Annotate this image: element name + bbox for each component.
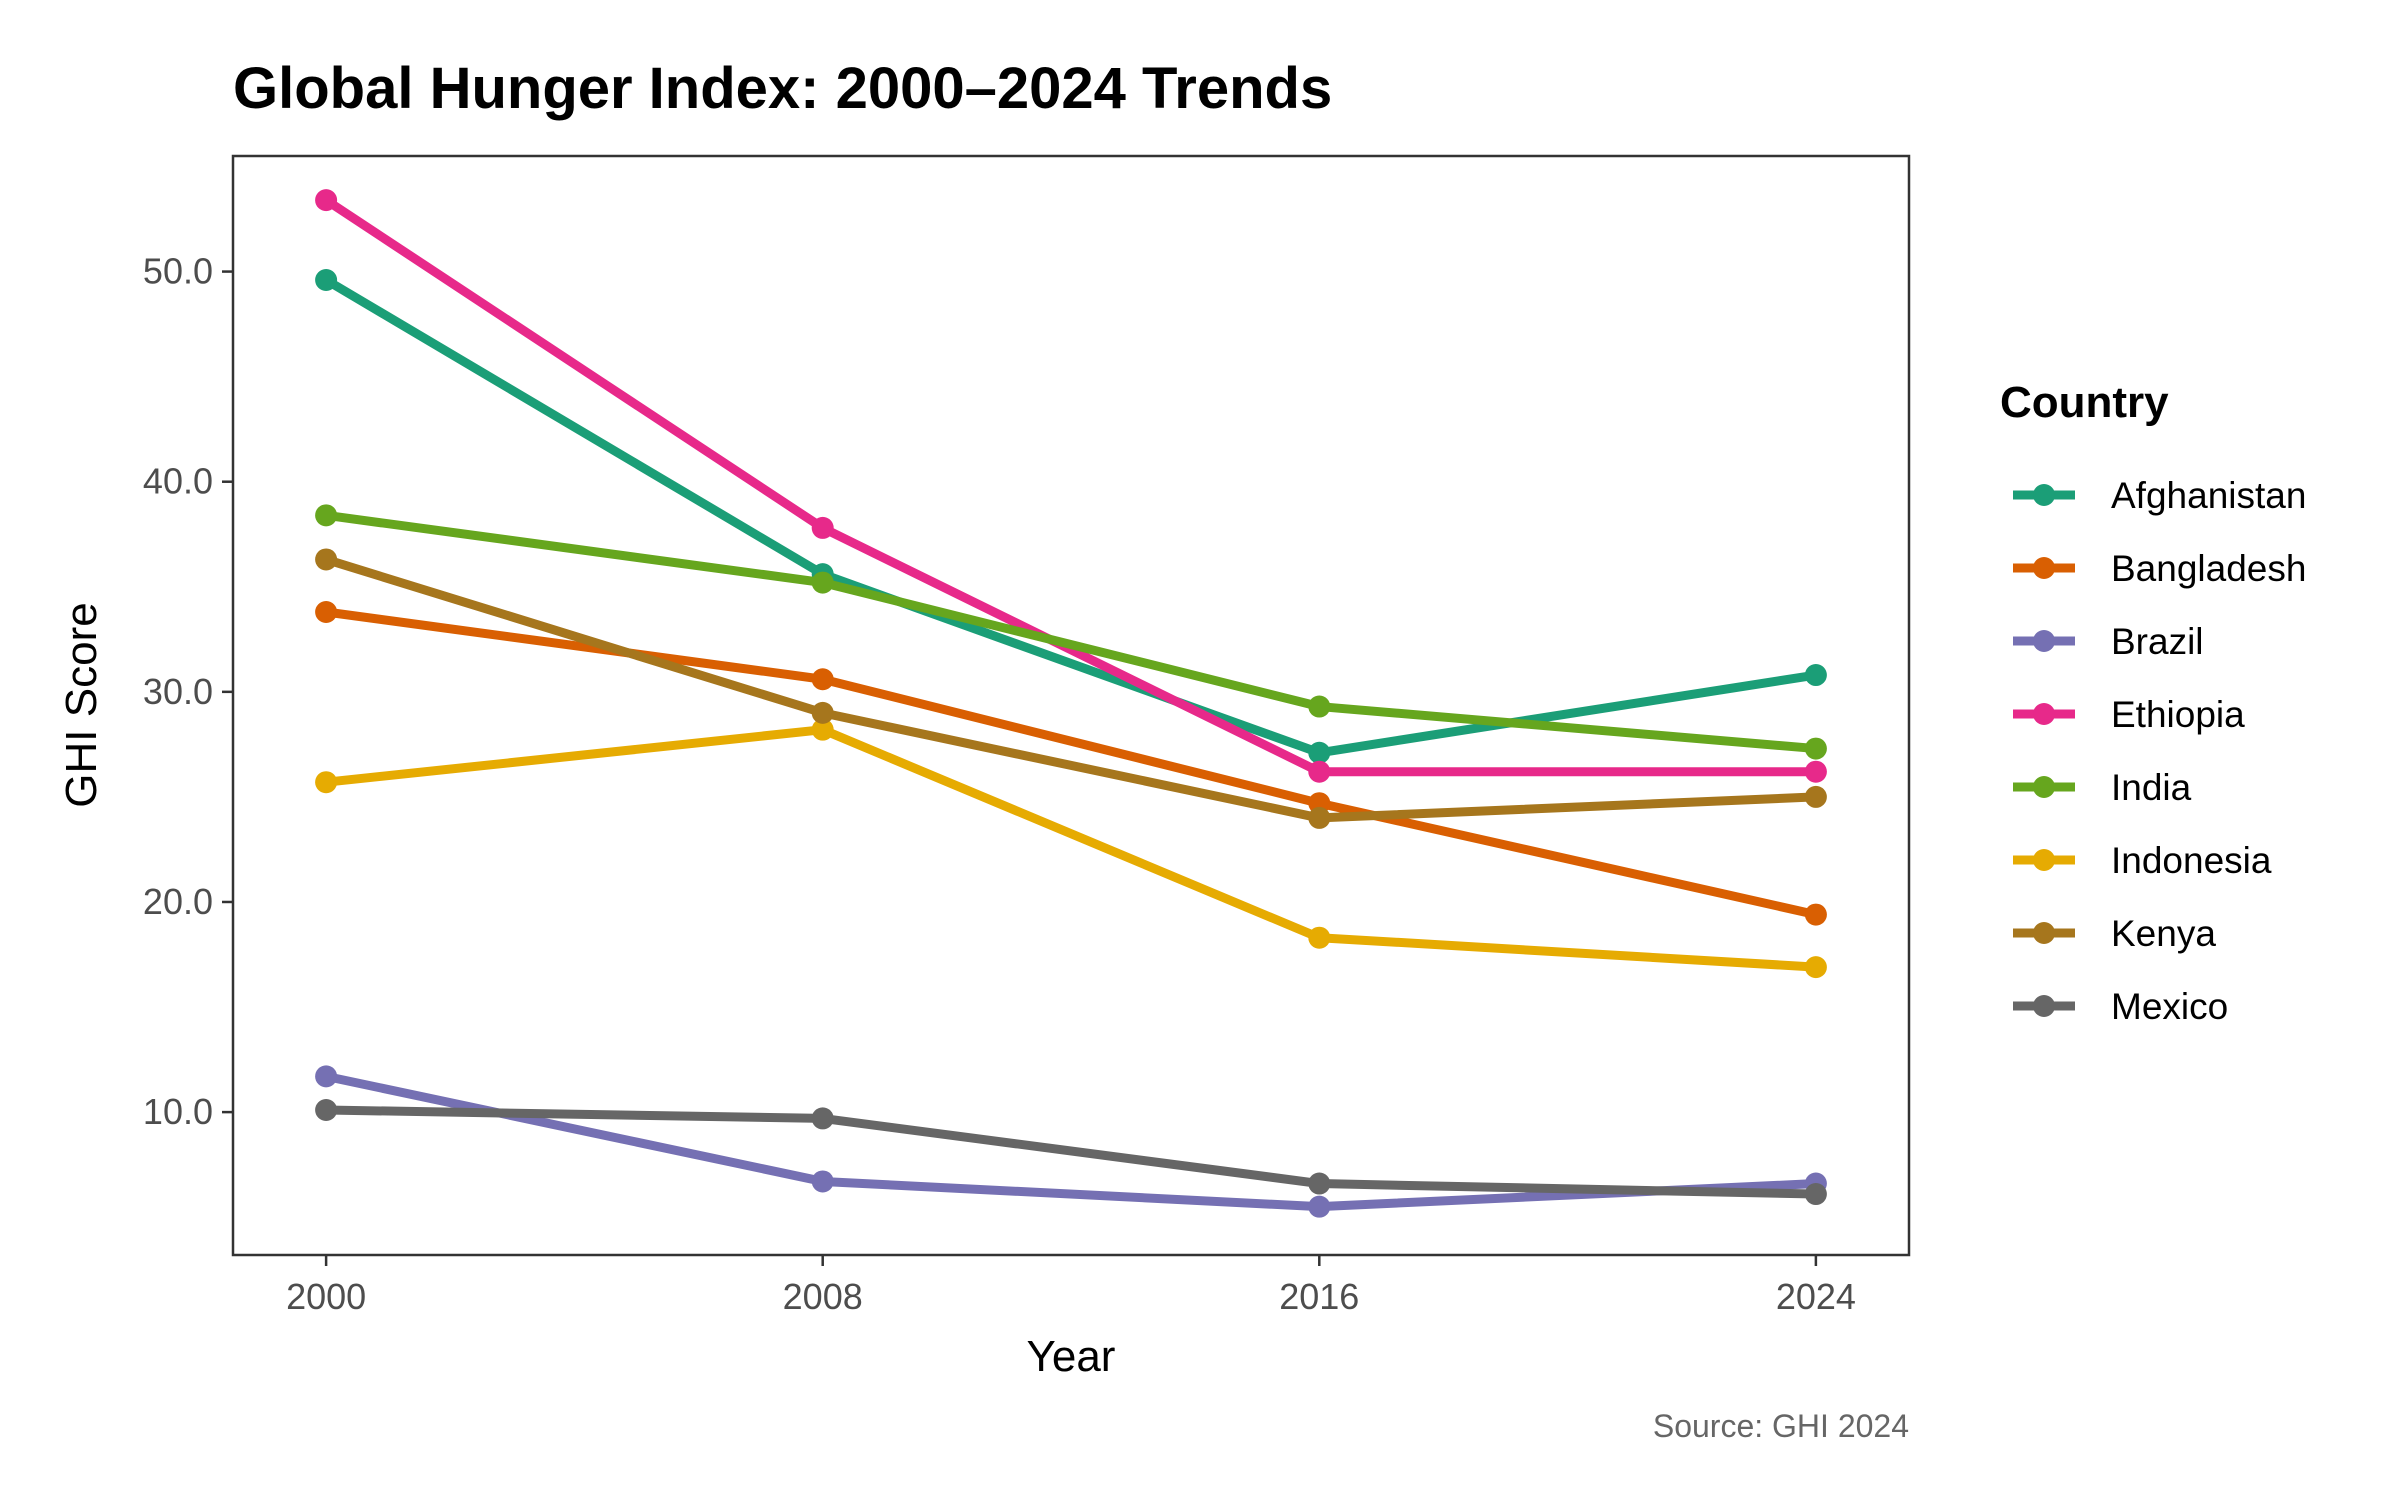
- legend-label-kenya: Kenya: [2111, 913, 2216, 954]
- data-point-mexico: [1308, 1172, 1331, 1195]
- y-axis-title: GHI Score: [57, 602, 106, 807]
- data-point-ethiopia: [1804, 760, 1827, 783]
- legend-label-mexico: Mexico: [2111, 986, 2228, 1027]
- data-point-kenya: [811, 701, 834, 724]
- series-line-brazil: [325, 1071, 1817, 1212]
- legend-label-indonesia: Indonesia: [2111, 840, 2272, 881]
- legend-key-point-afghanistan: [2033, 484, 2055, 506]
- x-axis-ticks: 2000 2008 2016 2024: [286, 1255, 1856, 1317]
- data-point-india: [811, 571, 834, 594]
- series-line-mexico: [326, 1105, 1816, 1199]
- series-line-ethiopia: [323, 196, 1816, 777]
- data-point-india: [1804, 737, 1827, 760]
- data-point-indonesia: [1308, 926, 1331, 949]
- data-point-bangladesh: [1804, 903, 1827, 926]
- data-point-brazil: [1308, 1195, 1331, 1218]
- legend-label-ethiopia: Ethiopia: [2111, 694, 2245, 735]
- legend-key-point-brazil: [2033, 630, 2055, 652]
- data-point-ethiopia: [811, 516, 834, 539]
- data-point-india: [1308, 695, 1331, 718]
- legend-key-point-india: [2033, 776, 2055, 798]
- series-layer: [315, 189, 1827, 1218]
- data-point-ethiopia: [1308, 760, 1331, 783]
- legend-label-india: India: [2111, 767, 2192, 808]
- legend: Country Afghanistan Bangladesh Brazil Ethio…: [2000, 378, 2306, 1027]
- data-point-kenya: [1308, 806, 1331, 829]
- data-point-mexico: [811, 1107, 834, 1130]
- data-point-india: [315, 504, 338, 527]
- data-point-afghanistan: [315, 268, 338, 291]
- data-point-brazil: [811, 1170, 834, 1193]
- series-line-indonesia: [325, 725, 1817, 972]
- y-tick-label: 40.0: [143, 461, 213, 502]
- chart-title: Global Hunger Index: 2000–2024 Trends: [233, 56, 1332, 121]
- y-tick-label: 20.0: [143, 881, 213, 922]
- legend-key-point-indonesia: [2033, 849, 2055, 871]
- data-point-indonesia: [315, 771, 338, 794]
- data-point-afghanistan: [1804, 664, 1827, 687]
- legend-label-afghanistan: Afghanistan: [2111, 475, 2306, 516]
- legend-key-point-kenya: [2033, 922, 2055, 944]
- plot-panel-border: [231, 154, 1911, 1257]
- x-tick-label: 2000: [286, 1276, 366, 1317]
- series-line-india: [325, 510, 1817, 754]
- data-point-mexico: [1804, 1183, 1827, 1206]
- legend-title: Country: [2000, 378, 2169, 427]
- y-tick-label: 30.0: [143, 671, 213, 712]
- series-line-kenya: [324, 555, 1817, 823]
- legend-label-bangladesh: Bangladesh: [2111, 548, 2306, 589]
- data-point-bangladesh: [315, 600, 338, 623]
- x-tick-label: 2016: [1279, 1276, 1359, 1317]
- y-tick-label: 10.0: [143, 1091, 213, 1132]
- data-point-kenya: [315, 548, 338, 571]
- legend-key-point-mexico: [2033, 995, 2055, 1017]
- data-point-afghanistan: [1308, 741, 1331, 764]
- source-caption: Source: GHI 2024: [1653, 1408, 1909, 1444]
- y-axis-ticks: 10.0 20.0 30.0 40.0 50.0: [143, 251, 233, 1132]
- y-tick-label: 50.0: [143, 251, 213, 292]
- data-point-indonesia: [1804, 956, 1827, 979]
- data-point-kenya: [1804, 785, 1827, 808]
- x-tick-label: 2024: [1776, 1276, 1856, 1317]
- series-line-afghanistan: [323, 276, 1817, 758]
- legend-key-point-bangladesh: [2033, 557, 2055, 579]
- series-line-bangladesh: [325, 607, 1817, 919]
- data-point-bangladesh: [811, 668, 834, 691]
- legend-key-point-ethiopia: [2033, 703, 2055, 725]
- x-tick-label: 2008: [783, 1276, 863, 1317]
- data-point-brazil: [315, 1065, 338, 1088]
- data-point-ethiopia: [315, 189, 338, 212]
- data-point-indonesia: [811, 718, 834, 741]
- legend-label-brazil: Brazil: [2111, 621, 2204, 662]
- data-point-mexico: [315, 1099, 338, 1122]
- x-axis-title: Year: [1027, 1332, 1116, 1381]
